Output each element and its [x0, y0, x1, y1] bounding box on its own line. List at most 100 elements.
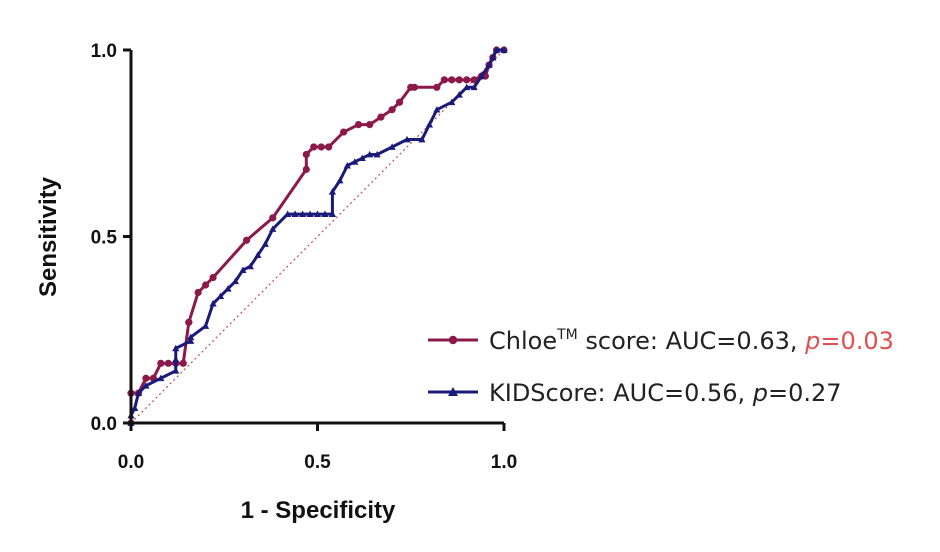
data-point: [455, 76, 463, 84]
data-point: [298, 210, 307, 217]
x-tick-label: 1.0: [491, 452, 517, 473]
reference-line: [130, 49, 505, 424]
legend-item: ChloeTM score: AUC=0.63, p=0.03: [428, 327, 894, 355]
data-point: [336, 176, 344, 184]
data-point: [366, 121, 374, 129]
data-point: [343, 162, 351, 169]
data-point: [418, 135, 426, 143]
data-point: [209, 273, 217, 282]
data-point: [187, 337, 195, 344]
x-tick-label: 0.0: [118, 452, 144, 473]
data-point: [134, 389, 143, 397]
data-point: [291, 210, 299, 217]
data-point: [243, 236, 251, 244]
data-point: [239, 266, 247, 273]
data-point: [358, 154, 366, 162]
data-point: [425, 121, 433, 128]
data-point: [492, 46, 501, 53]
series-kidscore: [127, 46, 508, 426]
data-point: [340, 128, 348, 136]
data-point: [313, 210, 322, 217]
data-point: [489, 53, 497, 61]
data-point: [403, 135, 411, 143]
data-point: [172, 344, 180, 352]
series-layer: [127, 46, 508, 427]
data-point: [388, 106, 396, 114]
data-point: [433, 83, 441, 91]
data-point: [328, 188, 337, 195]
data-point: [185, 318, 193, 326]
legend-label-name: KIDScore: [489, 379, 598, 407]
data-point: [131, 404, 139, 411]
legend-label-name: Chloe: [489, 327, 557, 355]
data-point: [325, 143, 333, 151]
data-point: [310, 143, 318, 151]
data-point: [321, 210, 329, 217]
data-point: [142, 382, 150, 389]
data-point: [448, 76, 456, 84]
data-point: [269, 214, 277, 222]
data-point: [157, 359, 165, 367]
data-point: [351, 158, 359, 165]
x-axis-title: 1 - Specificity: [241, 497, 396, 524]
data-point: [231, 277, 240, 285]
data-point: [500, 46, 508, 53]
y-tick-label: 1.0: [91, 41, 117, 62]
data-point: [157, 374, 165, 382]
data-point: [448, 98, 456, 106]
x-tick-label: 0.5: [304, 452, 331, 473]
data-point: [164, 359, 172, 367]
y-axis-title: Sensitivity: [35, 176, 62, 297]
data-point: [328, 210, 337, 217]
legend-marker: [448, 335, 458, 345]
data-point: [224, 285, 232, 292]
data-point: [172, 367, 180, 374]
data-point: [470, 83, 478, 91]
data-point: [463, 76, 471, 84]
reference-diagonal: [130, 49, 505, 424]
data-point: [269, 225, 277, 232]
data-point: [317, 143, 325, 151]
data-point: [187, 333, 195, 341]
data-point: [142, 374, 150, 382]
data-point: [395, 98, 404, 106]
data-point: [284, 210, 292, 217]
legend-p-value: =0.03: [820, 327, 894, 355]
data-point: [463, 83, 471, 91]
data-point: [254, 251, 262, 259]
series-line: [129, 48, 504, 423]
data-point: [216, 292, 225, 300]
data-point: [440, 76, 448, 84]
data-point: [377, 113, 385, 121]
data-point: [373, 150, 381, 158]
legend-p-value: =0.27: [768, 379, 842, 407]
legend-label-stats: score: AUC=0.63,: [578, 327, 805, 355]
data-point: [302, 165, 310, 173]
data-point: [179, 359, 187, 367]
data-point: [209, 300, 217, 307]
data-point: [388, 143, 396, 150]
ticks: 0.0 0.5 1.0 0.0 0.5 1.0: [91, 41, 518, 473]
legend-p-label: p: [804, 327, 820, 355]
data-point: [261, 240, 269, 247]
y-tick-label: 0.5: [91, 228, 118, 249]
data-point: [194, 288, 202, 297]
y-tick-label: 0.0: [91, 414, 117, 435]
data-point: [470, 76, 478, 84]
legend-label: ChloeTM score: AUC=0.63, p=0.03: [489, 327, 894, 355]
legend-p-label: p: [752, 379, 768, 407]
data-point: [246, 262, 254, 270]
data-point: [172, 355, 180, 363]
legend-item: KIDScore: AUC=0.56, p=0.27: [428, 379, 842, 407]
data-point: [478, 72, 486, 79]
data-point: [366, 150, 374, 158]
data-point: [306, 210, 314, 217]
data-point: [410, 83, 419, 91]
legend: ChloeTM score: AUC=0.63, p=0.03KIDScore:…: [428, 327, 894, 407]
legend-label: KIDScore: AUC=0.56, p=0.27: [489, 379, 842, 407]
legend-marker: [448, 387, 458, 396]
data-point: [202, 281, 210, 289]
legend-label-sup: TM: [556, 327, 578, 343]
data-point: [433, 106, 441, 113]
data-point: [455, 91, 463, 98]
